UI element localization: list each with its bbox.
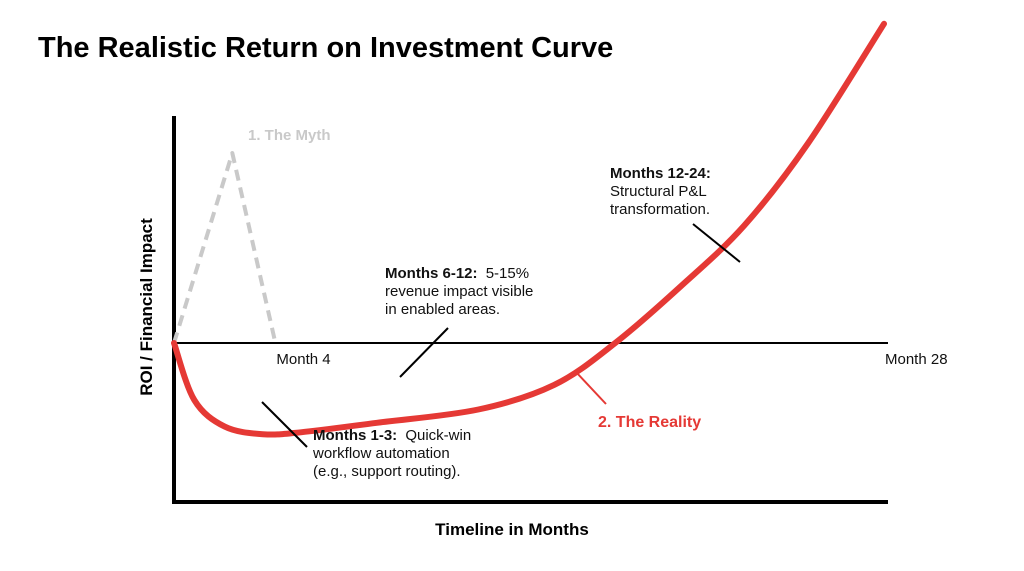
y-axis-title: ROI / Financial Impact — [137, 218, 156, 396]
annotation-m1224-text1: Structural P&L — [610, 183, 707, 200]
annotation-m13-text3: (e.g., support routing). — [313, 463, 461, 480]
annotation-m13-text1: Quick-win — [405, 427, 471, 444]
x-tick-label-2: Month 28 — [885, 351, 948, 368]
series-line-myth — [172, 151, 278, 344]
reality-leader-line — [575, 371, 607, 405]
annotation-m612-text3: in enabled areas. — [385, 301, 500, 318]
ticks-layer: Month 4 Month 28 — [276, 351, 947, 368]
annotation-m612-text1: 5-15% — [486, 265, 529, 282]
annotation-m1224-heading: Months 12-24: — [610, 165, 711, 182]
annotation-leader-m612 — [399, 327, 449, 378]
series-line-reality — [171, 20, 887, 438]
x-tick-label-1: Month 4 — [276, 351, 330, 368]
series-label-reality: 2. The Reality — [598, 414, 701, 431]
plot-area: Month 4 Month 28 — [171, 20, 948, 504]
series-layer — [171, 20, 887, 438]
series-label-myth: 1. The Myth — [248, 127, 331, 144]
annotation-leader-m13 — [261, 401, 308, 448]
annotation-m13-line1: Months 1-3: Quick-win — [313, 427, 471, 444]
annotation-leader-m1224 — [692, 223, 741, 263]
annotation-m13-text2: workflow automation — [312, 445, 450, 462]
annotation-m612-heading: Months 6-12: — [385, 265, 478, 282]
annotation-m612-text2: revenue impact visible — [385, 283, 533, 300]
chart-title: The Realistic Return on Investment Curve — [38, 32, 613, 64]
annotation-m612-line1: Months 6-12: 5-15% — [385, 265, 529, 282]
annotation-m1224-text2: transformation. — [610, 201, 710, 218]
annotation-m13-heading: Months 1-3: — [313, 427, 397, 444]
x-axis-title: Timeline in Months — [435, 520, 589, 539]
